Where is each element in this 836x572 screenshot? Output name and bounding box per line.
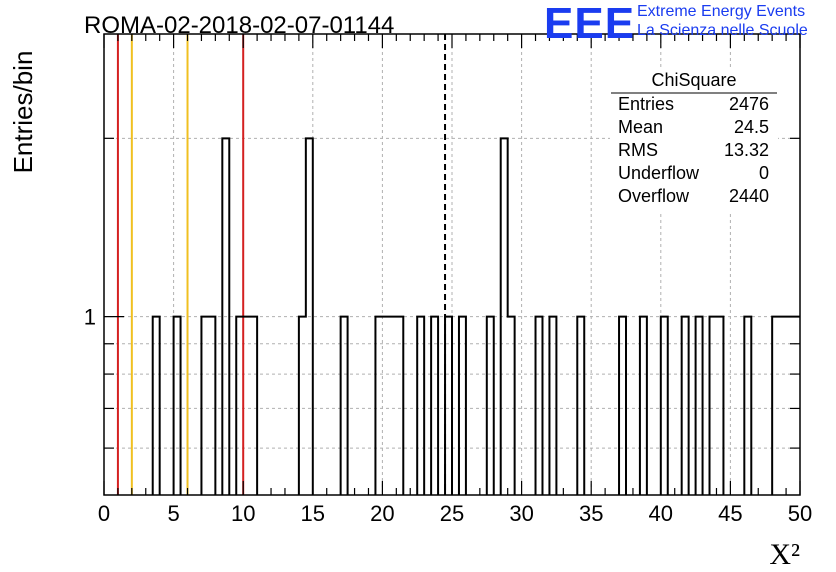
histogram-bin xyxy=(508,317,515,495)
histogram-outline xyxy=(151,137,800,495)
histogram-bin xyxy=(696,317,703,495)
histogram-bin xyxy=(710,317,717,495)
x-tick-label: 50 xyxy=(788,501,812,526)
stats-label: Overflow xyxy=(618,186,690,206)
x-tick-label: 20 xyxy=(370,501,394,526)
histogram-bin xyxy=(779,317,786,495)
histogram-bin xyxy=(153,317,160,495)
histogram-bin xyxy=(417,317,424,495)
histogram-bin xyxy=(536,317,543,495)
histogram-bin xyxy=(640,317,647,495)
stats-label: Mean xyxy=(618,117,663,137)
stats-value: 13.32 xyxy=(724,140,769,160)
histogram-bin xyxy=(236,317,243,495)
x-tick-label: 0 xyxy=(98,501,110,526)
x-tick-label: 35 xyxy=(579,501,603,526)
histogram-bin xyxy=(682,317,689,495)
histogram-bin xyxy=(341,317,348,495)
x-tick-label: 30 xyxy=(509,501,533,526)
x-tick-label: 25 xyxy=(440,501,464,526)
histogram-bin xyxy=(459,317,466,495)
y-axis-ticks: 1 xyxy=(84,137,800,449)
histogram-bin xyxy=(396,317,403,495)
histogram-bin xyxy=(619,317,626,495)
y-tick-label: 1 xyxy=(84,305,96,330)
eee-logo: EEE xyxy=(544,0,636,48)
x-tick-label: 45 xyxy=(718,501,742,526)
histogram-bin xyxy=(201,317,208,495)
logo-text-line2: La Scienza nelle Scuole xyxy=(637,22,808,39)
histogram-bin xyxy=(208,317,215,495)
histogram-bin xyxy=(250,317,257,495)
stats-title: ChiSquare xyxy=(651,70,736,90)
histogram-bin xyxy=(744,317,751,495)
histogram-bin xyxy=(445,317,452,495)
stats-value: 2476 xyxy=(729,94,769,114)
x-axis-ticks: 0 5 10 15 20 25 30 35 40 45 50 xyxy=(98,34,812,526)
x-tick-label: 15 xyxy=(301,501,325,526)
histogram-bin xyxy=(299,317,306,495)
histogram-bin xyxy=(431,317,438,495)
histogram-bin xyxy=(306,138,313,495)
stats-label: Entries xyxy=(618,94,674,114)
logo-text-line1: Extreme Energy Events xyxy=(637,3,806,20)
histogram-bin xyxy=(389,317,396,495)
stats-value: 24.5 xyxy=(734,117,769,137)
histogram-bin xyxy=(577,317,584,495)
y-axis-label: Entries/bin xyxy=(8,51,38,174)
x-tick-label: 10 xyxy=(231,501,255,526)
histogram-bin xyxy=(222,138,229,495)
stats-label: Underflow xyxy=(618,163,700,183)
histogram-bin xyxy=(375,317,382,495)
stats-box: ChiSquare Entries 2476 Mean 24.5 RMS 13.32 Und… xyxy=(610,68,778,212)
x-tick-label: 40 xyxy=(649,501,673,526)
histogram-bars xyxy=(151,137,800,495)
x-tick-label: 5 xyxy=(167,501,179,526)
chart-title: ROMA-02-2018-02-07-01144 xyxy=(84,12,394,39)
histogram-bin xyxy=(174,317,181,495)
histogram-bin xyxy=(487,317,494,495)
x-axis-label: X² xyxy=(769,538,800,571)
histogram-bin xyxy=(661,317,668,495)
histogram-bin xyxy=(501,138,508,495)
histogram-bin xyxy=(549,317,556,495)
stats-value: 2440 xyxy=(729,186,769,206)
histogram-bin xyxy=(772,317,779,495)
histogram-bin xyxy=(382,317,389,495)
stats-value: 0 xyxy=(759,163,769,183)
stats-label: RMS xyxy=(618,140,658,160)
histogram-bin xyxy=(716,317,723,495)
histogram-bin xyxy=(243,317,250,495)
